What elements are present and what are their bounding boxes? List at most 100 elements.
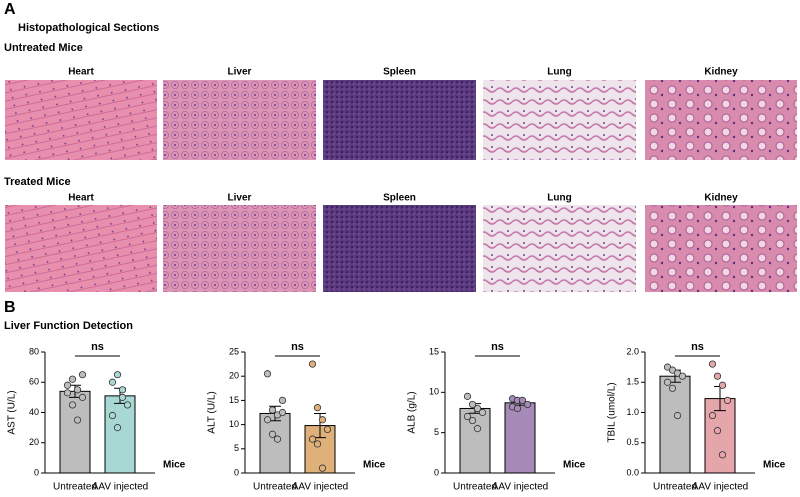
y-tick-label: 1.0 [626, 407, 639, 417]
data-point [118, 386, 127, 394]
data-point [73, 416, 82, 424]
data-point [463, 392, 472, 400]
histology-image [163, 205, 316, 292]
x-axis-label: Mice [163, 460, 186, 471]
organ-label: Liver [228, 67, 252, 78]
organ-label: Liver [228, 193, 252, 204]
data-point [278, 396, 287, 404]
data-point [708, 360, 717, 368]
data-point [313, 404, 322, 412]
y-tick-label: 20 [229, 371, 239, 381]
y-tick-label: 40 [29, 407, 39, 417]
data-point [268, 430, 277, 438]
group-title: Untreated Mice [4, 42, 83, 54]
data-point [78, 393, 87, 401]
significance-label: ns [291, 341, 304, 353]
data-point [318, 416, 327, 424]
data-point [713, 427, 722, 435]
data-point [723, 396, 732, 404]
y-tick-label: 0 [434, 467, 439, 477]
panel-label: B [4, 299, 16, 316]
y-tick-label: 60 [29, 377, 39, 387]
organ-label: Kidney [704, 67, 738, 78]
x-tick-label: AAV injected [492, 482, 549, 492]
histology-image [645, 80, 797, 160]
organ-label: Heart [68, 193, 94, 204]
data-point [523, 400, 532, 409]
bar [104, 395, 136, 474]
panel-title: Liver Function Detection [4, 320, 133, 332]
organ-label: Spleen [383, 67, 416, 78]
y-axis-label: ALT (U/L) [207, 391, 218, 433]
histology-image [5, 80, 157, 160]
x-tick-label: AAV injected [92, 482, 149, 492]
data-point [668, 384, 677, 392]
data-point [663, 378, 672, 386]
x-tick-label: Untreated [453, 482, 497, 492]
data-point [113, 424, 122, 432]
data-point [68, 375, 77, 383]
y-tick-label: 5 [434, 427, 439, 437]
data-point [308, 435, 317, 443]
x-axis-label: Mice [363, 460, 386, 471]
y-tick-label: 10 [429, 387, 439, 397]
y-tick-label: 15 [229, 395, 239, 405]
data-point [713, 372, 722, 380]
y-axis-label: AST (U/L) [7, 390, 18, 434]
histology-image [323, 80, 476, 160]
data-point [708, 411, 717, 420]
histology-image [163, 80, 316, 160]
x-tick-label: Untreated [653, 482, 697, 492]
data-point [123, 401, 132, 409]
x-tick-label: AAV injected [692, 482, 749, 492]
group-title: Treated Mice [4, 176, 71, 188]
histology-image [323, 205, 476, 292]
data-point [278, 408, 287, 417]
organ-label: Lung [547, 67, 571, 78]
data-point [513, 404, 522, 413]
data-point [718, 381, 727, 389]
data-point [318, 464, 327, 472]
x-tick-label: AAV injected [292, 482, 349, 492]
data-point [323, 425, 332, 434]
y-tick-label: 20 [29, 437, 39, 447]
significance-label: ns [691, 341, 704, 353]
data-point [463, 412, 472, 421]
data-point [718, 451, 727, 459]
x-tick-label: Untreated [253, 482, 297, 492]
data-point [118, 393, 127, 401]
data-point [678, 372, 687, 380]
y-tick-label: 0.5 [626, 437, 639, 447]
panel-title: Histopathological Sections [18, 22, 159, 34]
data-point [263, 416, 272, 424]
data-point [473, 425, 482, 433]
x-tick-label: Untreated [53, 482, 97, 492]
y-tick-label: 80 [29, 346, 39, 356]
bar [659, 375, 691, 474]
data-point [73, 386, 82, 394]
y-tick-label: 15 [429, 346, 439, 356]
data-point [63, 389, 72, 397]
y-tick-label: 0 [234, 467, 239, 477]
y-tick-label: 5 [234, 443, 239, 453]
data-point [63, 381, 72, 389]
data-point [273, 435, 282, 443]
data-point [518, 396, 527, 404]
organ-label: Spleen [383, 193, 416, 204]
y-tick-label: 1.5 [626, 377, 639, 387]
x-axis-label: Mice [563, 460, 586, 471]
histology-image [483, 80, 636, 160]
organ-label: Kidney [704, 193, 738, 204]
data-point [468, 400, 477, 409]
y-tick-label: 10 [229, 419, 239, 429]
organ-label: Heart [68, 67, 94, 78]
data-point [108, 378, 117, 386]
significance-label: ns [491, 341, 504, 353]
data-point [268, 406, 277, 414]
data-point [68, 401, 77, 409]
histology-image [483, 205, 636, 292]
panel-label: A [4, 1, 16, 18]
significance-label: ns [91, 341, 104, 353]
